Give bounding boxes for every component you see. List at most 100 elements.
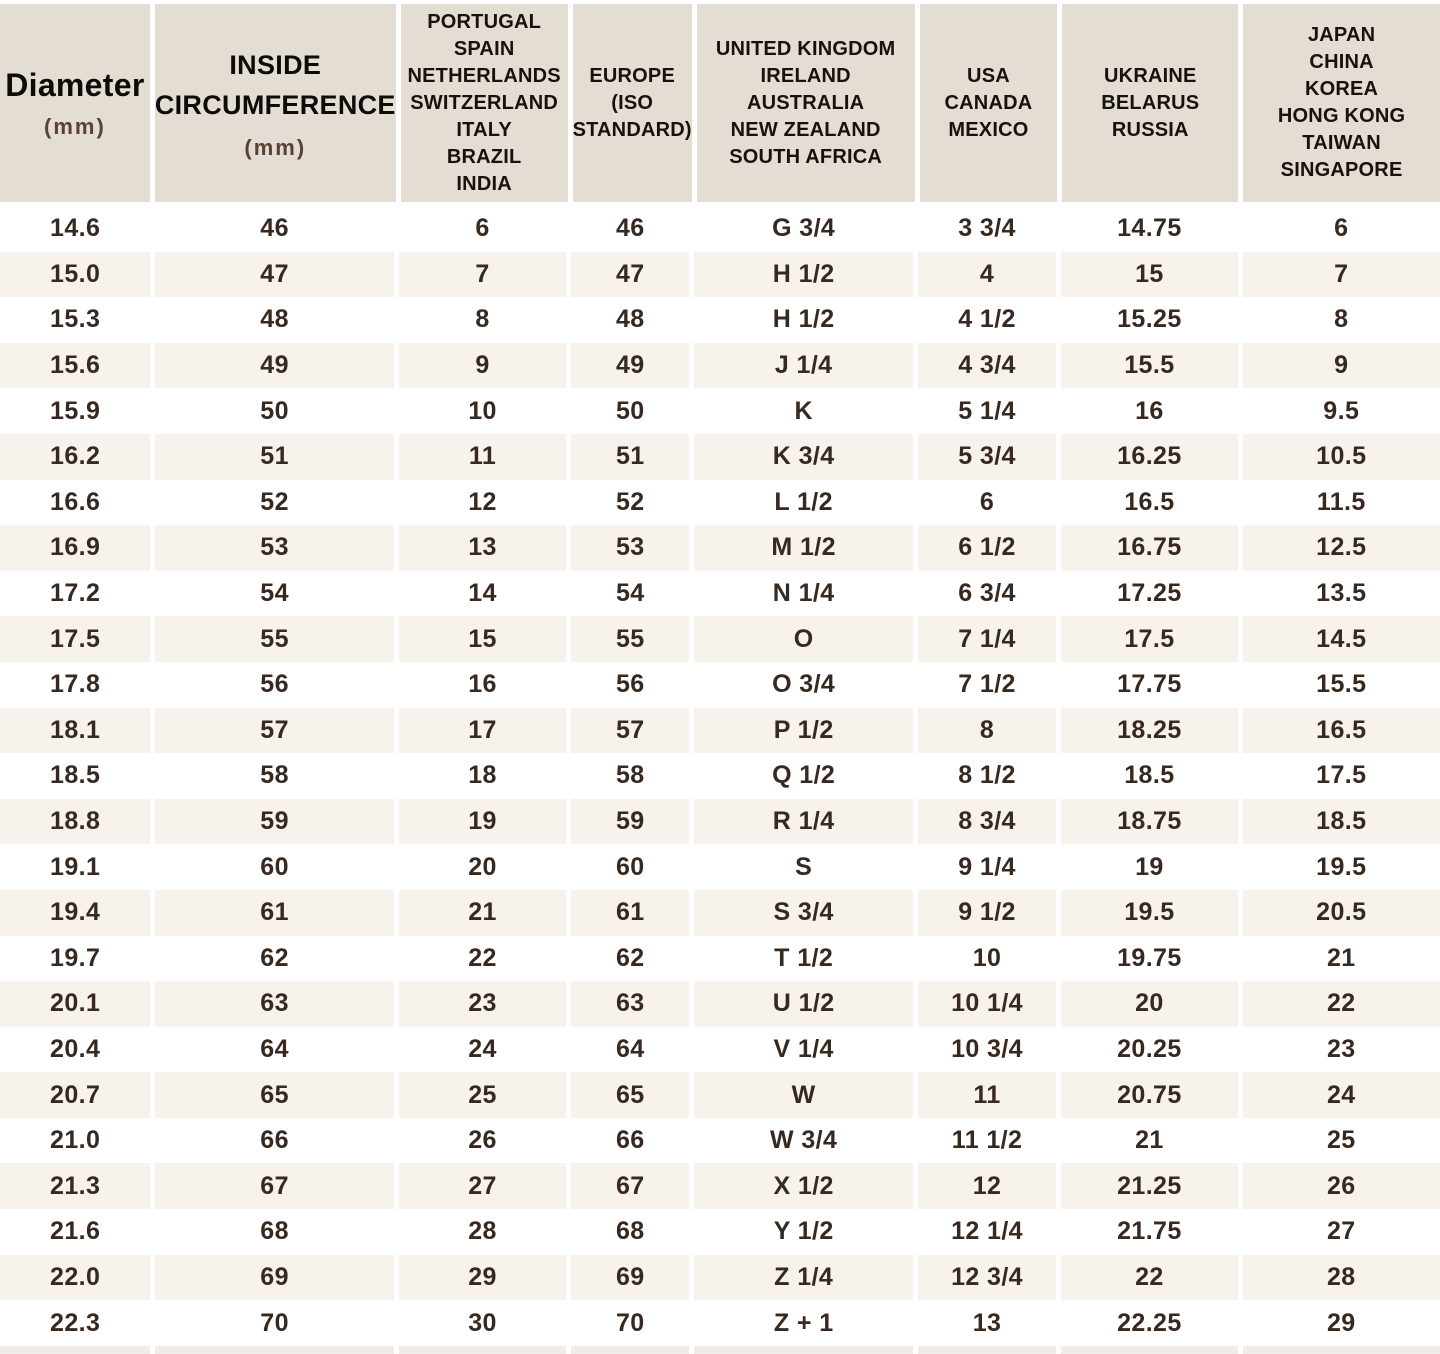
cell-ukraine-belarus-russia: 19.5 xyxy=(1061,889,1238,936)
cell-portugal-spain-netherlands-switzerland-italy-brazil-india: 23 xyxy=(398,981,567,1027)
cell-ukraine-belarus-russia: 16.5 xyxy=(1124,487,1175,516)
column-header-uk-ireland-australia-new-zealand-south-africa: UNITED KINGDOM IRELAND AUSTRALIA NEW ZEALAN… xyxy=(696,4,915,202)
cell-diameter: 18.5 xyxy=(50,761,101,790)
cell-japan-china-korea-hong-kong-taiwan-singapore: 13.5 xyxy=(1316,579,1367,608)
cell-usa-canada-mexico: 8 1/2 xyxy=(958,761,1016,790)
header-unit-label: (mm) xyxy=(44,113,106,139)
cell-ukraine-belarus-russia: 22 xyxy=(1061,1254,1238,1301)
cell-japan-china-korea-hong-kong-taiwan-singapore: 24 xyxy=(1242,1072,1440,1118)
header-line: SINGAPORE xyxy=(1280,159,1403,181)
cell-ukraine-belarus-russia: 15 xyxy=(1061,251,1238,298)
cell-europe-iso-standard: 62 xyxy=(616,943,645,972)
cell-inside-circumference: 52 xyxy=(260,487,289,516)
clipped-cell-portugal-spain-netherlands-switzerland-italy-brazil-india xyxy=(398,1345,567,1354)
header-line: KOREA xyxy=(1304,78,1379,100)
cell-uk-ireland-australia-new-zealand-south-africa: S 3/4 xyxy=(694,889,913,936)
table-row: 20.7 65 25 65 W 11 20.75 24 xyxy=(0,1072,1440,1118)
cell-inside-circumference: 61 xyxy=(155,889,394,936)
table-row: 19.4 61 21 61 S 3/4 9 1/2 19.5 20.5 xyxy=(0,889,1440,936)
cell-ukraine-belarus-russia: 14.75 xyxy=(1117,214,1182,243)
cell-europe-iso-standard: 61 xyxy=(571,889,690,936)
cell-diameter: 21.6 xyxy=(50,1217,101,1246)
cell-inside-circumference: 67 xyxy=(155,1163,394,1210)
table-row: 21.3 67 27 67 X 1/2 12 21.25 26 xyxy=(0,1163,1440,1210)
cell-uk-ireland-australia-new-zealand-south-africa: V 1/4 xyxy=(773,1034,834,1063)
cell-ukraine-belarus-russia: 22.25 xyxy=(1117,1308,1182,1337)
cell-portugal-spain-netherlands-switzerland-italy-brazil-india: 24 xyxy=(468,1034,497,1063)
cell-japan-china-korea-hong-kong-taiwan-singapore: 22 xyxy=(1242,981,1440,1027)
cell-ukraine-belarus-russia: 19.75 xyxy=(1117,943,1182,972)
cell-portugal-spain-netherlands-switzerland-italy-brazil-india: 28 xyxy=(468,1217,497,1246)
cell-japan-china-korea-hong-kong-taiwan-singapore: 21 xyxy=(1326,943,1356,972)
cell-japan-china-korea-hong-kong-taiwan-singapore: 8 xyxy=(1334,305,1349,334)
header-line: UKRAINE xyxy=(1104,64,1197,87)
cell-portugal-spain-netherlands-switzerland-italy-brazil-india: 10 xyxy=(468,396,497,425)
table-row: 18.8 59 19 59 R 1/4 8 3/4 18.75 18.5 xyxy=(0,798,1440,845)
cell-ukraine-belarus-russia: 21 xyxy=(1135,1126,1164,1155)
table-row: 18.5 58 18 58 Q 1/2 8 1/2 18.5 17.5 xyxy=(0,753,1440,799)
table-row: 20.1 63 23 63 U 1/2 10 1/4 20 22 xyxy=(0,981,1440,1027)
cell-uk-ireland-australia-new-zealand-south-africa: Y 1/2 xyxy=(773,1217,834,1246)
cell-japan-china-korea-hong-kong-taiwan-singapore: 25 xyxy=(1326,1126,1356,1155)
cell-diameter: 19.1 xyxy=(50,852,101,881)
header-line: UNITED KINGDOM xyxy=(715,37,896,60)
cell-diameter: 19.7 xyxy=(50,943,101,972)
header-line: TAIWAN xyxy=(1302,132,1381,154)
cell-diameter: 15.3 xyxy=(50,305,101,334)
cell-portugal-spain-netherlands-switzerland-italy-brazil-india: 12 xyxy=(468,487,497,516)
table-row: 22.3 70 30 70 Z + 1 13 22.25 29 xyxy=(0,1300,1440,1346)
cell-inside-circumference: 69 xyxy=(155,1254,394,1301)
cell-diameter: 20.1 xyxy=(0,981,151,1027)
table-row: 15.0 47 7 47 H 1/2 4 15 7 xyxy=(0,251,1440,298)
cell-diameter: 20.4 xyxy=(50,1034,101,1063)
header-line: USA xyxy=(967,64,1010,87)
cell-usa-canada-mexico: 12 3/4 xyxy=(917,1254,1057,1301)
cell-inside-circumference: 63 xyxy=(155,981,394,1027)
cell-diameter: 15.0 xyxy=(0,251,151,298)
cell-diameter: 18.1 xyxy=(0,707,151,754)
column-header-usa-canada-mexico: USA CANADA MEXICO xyxy=(919,4,1058,202)
cell-japan-china-korea-hong-kong-taiwan-singapore: 7 xyxy=(1242,251,1440,298)
cell-ukraine-belarus-russia: 21.25 xyxy=(1061,1163,1238,1210)
cell-japan-china-korea-hong-kong-taiwan-singapore: 18.5 xyxy=(1242,798,1440,845)
cell-diameter: 19.4 xyxy=(0,889,151,936)
cell-usa-canada-mexico: 3 3/4 xyxy=(958,214,1016,243)
cell-diameter: 22.3 xyxy=(50,1308,101,1337)
cell-diameter: 17.8 xyxy=(50,670,101,699)
cell-uk-ireland-australia-new-zealand-south-africa: S xyxy=(795,852,813,881)
cell-diameter: 17.2 xyxy=(50,579,101,608)
header-line: NEW ZEALAND xyxy=(730,118,881,141)
header-line: RUSSIA xyxy=(1111,118,1189,141)
cell-europe-iso-standard: 58 xyxy=(616,761,645,790)
table-row: 17.5 55 15 55 O 7 1/4 17.5 14.5 xyxy=(0,616,1440,662)
table-row: 16.6 52 12 52 L 1/2 6 16.5 11.5 xyxy=(0,480,1440,526)
cell-uk-ireland-australia-new-zealand-south-africa: T 1/2 xyxy=(774,943,834,972)
cell-europe-iso-standard: 49 xyxy=(571,342,690,389)
cell-portugal-spain-netherlands-switzerland-italy-brazil-india: 30 xyxy=(468,1308,497,1337)
cell-japan-china-korea-hong-kong-taiwan-singapore: 17.5 xyxy=(1316,761,1367,790)
column-header-japan-china-korea-hong-kong-taiwan-singapore: JAPAN CHINA KOREA HONG KONG TAIWAN SINGAPORE xyxy=(1243,4,1440,202)
cell-europe-iso-standard: 69 xyxy=(571,1254,690,1301)
header-line: (ISO xyxy=(611,91,654,114)
cell-uk-ireland-australia-new-zealand-south-africa: K 3/4 xyxy=(694,433,913,480)
cell-ukraine-belarus-russia: 15.25 xyxy=(1117,305,1182,334)
cell-uk-ireland-australia-new-zealand-south-africa: J 1/4 xyxy=(694,342,913,389)
cell-diameter: 14.6 xyxy=(50,214,101,243)
cell-europe-iso-standard: 48 xyxy=(616,305,645,334)
cell-portugal-spain-netherlands-switzerland-italy-brazil-india: 25 xyxy=(398,1072,567,1118)
cell-europe-iso-standard: 50 xyxy=(616,396,645,425)
cell-japan-china-korea-hong-kong-taiwan-singapore: 15.5 xyxy=(1316,670,1367,699)
table-row: 21.0 66 26 66 W 3/4 11 1/2 21 25 xyxy=(0,1118,1440,1164)
cell-portugal-spain-netherlands-switzerland-italy-brazil-india: 14 xyxy=(468,579,497,608)
cell-japan-china-korea-hong-kong-taiwan-singapore: 23 xyxy=(1326,1034,1356,1063)
cell-usa-canada-mexico: 11 xyxy=(917,1072,1057,1118)
cell-japan-china-korea-hong-kong-taiwan-singapore: 16.5 xyxy=(1242,707,1440,754)
cell-usa-canada-mexico: 4 xyxy=(917,251,1057,298)
cell-ukraine-belarus-russia: 17.75 xyxy=(1117,670,1182,699)
cell-diameter: 17.5 xyxy=(0,616,151,662)
table-row: 17.8 56 16 56 O 3/4 7 1/2 17.75 15.5 xyxy=(0,662,1440,708)
cell-japan-china-korea-hong-kong-taiwan-singapore: 26 xyxy=(1242,1163,1440,1210)
cell-usa-canada-mexico: 6 3/4 xyxy=(958,579,1016,608)
cell-portugal-spain-netherlands-switzerland-italy-brazil-india: 15 xyxy=(398,616,567,662)
table-row: 14.6 46 6 46 G 3/4 3 3/4 14.75 6 xyxy=(0,206,1440,252)
